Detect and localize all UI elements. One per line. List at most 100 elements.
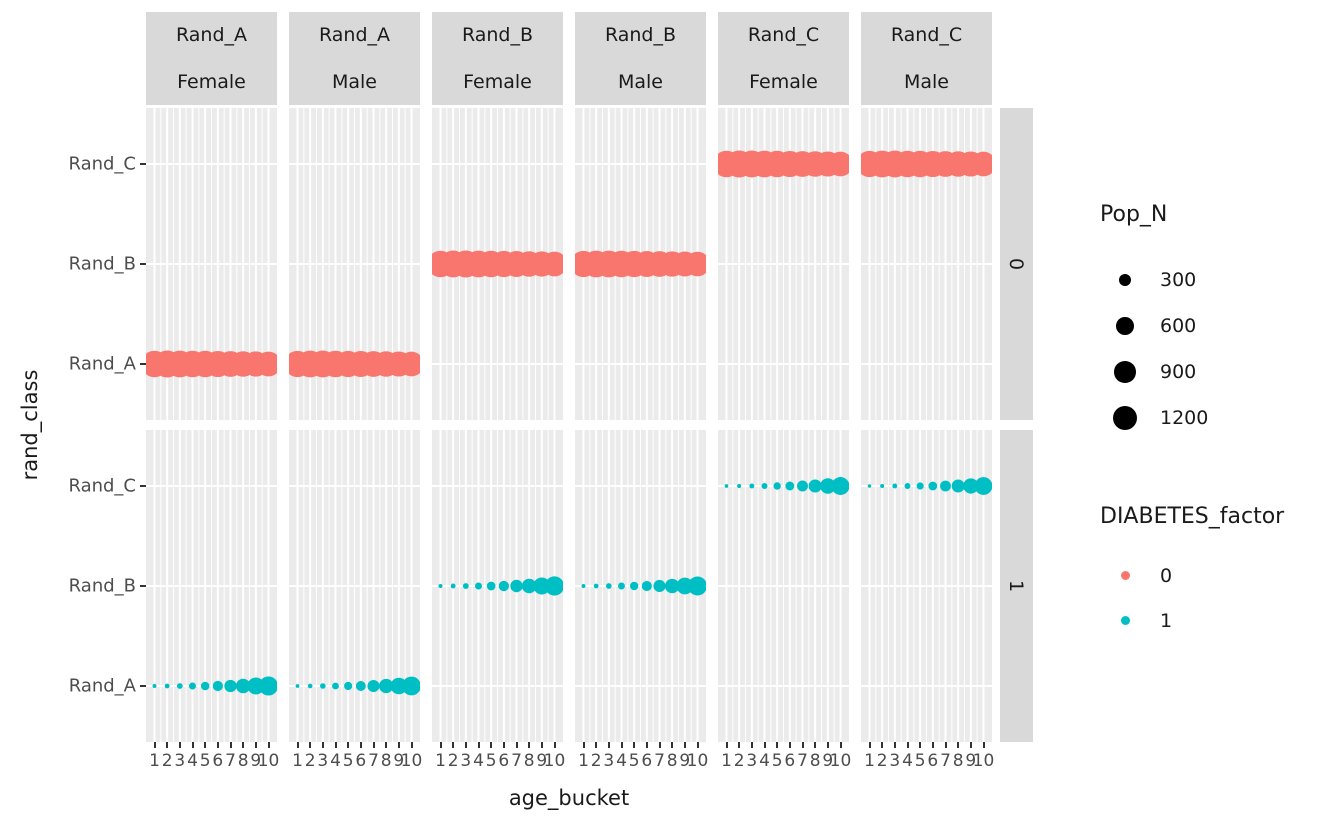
facet-strip-class-label: Rand_B <box>604 24 677 47</box>
x-axis-tick <box>296 742 299 748</box>
x-axis-tick <box>359 742 362 748</box>
x-tick-label: 10 <box>257 751 280 771</box>
x-axis-tick <box>582 742 585 748</box>
panel-canvas <box>146 430 277 742</box>
x-tick-label: 7 <box>368 751 379 771</box>
x-axis-tick <box>931 742 934 748</box>
x-axis-tick <box>347 742 350 748</box>
panel-canvas <box>575 430 706 742</box>
data-point <box>641 580 652 592</box>
data-point <box>940 480 951 492</box>
x-tick-label: 3 <box>460 751 472 771</box>
size-key-circle <box>1116 317 1134 335</box>
x-axis-tick <box>801 742 804 748</box>
x-axis-tick <box>309 742 312 748</box>
data-point <box>164 683 170 689</box>
x-axis-tick <box>439 742 442 748</box>
size-legend-title: Pop_N <box>1100 202 1168 227</box>
data-point <box>581 584 586 588</box>
data-point <box>928 481 938 491</box>
x-tick-label: 4 <box>616 751 627 771</box>
x-tick-label: 8 <box>523 751 535 771</box>
data-point <box>379 678 394 694</box>
data-point <box>307 683 313 689</box>
panel-canvas <box>289 108 420 420</box>
data-point <box>295 684 300 688</box>
data-point <box>542 251 563 277</box>
x-axis-tick <box>204 742 207 748</box>
x-tick-label: 2 <box>876 751 888 771</box>
x-tick-label: 5 <box>628 751 640 771</box>
x-tick-label: 10 <box>400 751 423 771</box>
x-axis-tick <box>372 742 375 748</box>
x-tick-label: 5 <box>771 751 783 771</box>
y-tick-label: Rand_B <box>68 253 136 275</box>
data-point <box>974 477 992 495</box>
x-axis-tick <box>540 742 543 748</box>
x-axis-tick <box>982 742 985 748</box>
data-point <box>332 682 339 690</box>
facet-panel <box>146 430 277 742</box>
data-point <box>629 581 639 591</box>
color-legend-value: 1 <box>1160 609 1173 632</box>
y-tick-label: Rand_A <box>68 675 136 697</box>
x-axis-tick <box>242 742 245 748</box>
y-tick-label: Rand_A <box>68 353 136 375</box>
y-axis-tick <box>140 163 146 165</box>
x-tick-label: 6 <box>355 751 367 771</box>
x-axis-tick <box>633 742 636 748</box>
y-axis-tick <box>140 685 146 687</box>
size-legend-entry: 600 <box>1100 303 1208 349</box>
data-point <box>737 483 742 489</box>
x-axis-title: age_bucket <box>508 786 630 810</box>
x-tick-label: 1 <box>149 751 160 771</box>
data-point <box>685 251 706 277</box>
x-axis-tick <box>502 742 505 748</box>
x-tick-label: 1 <box>578 751 589 771</box>
facet-col-strip: Rand_A Female <box>146 12 277 105</box>
x-tick-label: 1 <box>292 751 303 771</box>
data-point <box>462 583 469 589</box>
size-legend-entry: 900 <box>1100 349 1208 395</box>
data-point <box>235 678 251 694</box>
facet-panel <box>289 108 420 420</box>
x-axis-tick <box>410 742 413 748</box>
x-tick-label: 7 <box>797 751 808 771</box>
x-axis-tick <box>919 742 922 748</box>
facet-panel <box>861 430 992 742</box>
data-point <box>344 681 353 691</box>
data-point <box>176 683 183 689</box>
data-point <box>963 478 979 494</box>
x-tick-label: 7 <box>940 751 951 771</box>
data-point <box>664 578 680 594</box>
color-legend-entry: 0 <box>1100 553 1284 598</box>
x-tick-label: 5 <box>914 751 926 771</box>
x-axis-tick <box>645 742 648 748</box>
data-point <box>618 582 625 590</box>
size-legend-value: 900 <box>1160 361 1197 383</box>
x-tick-label: 8 <box>237 751 249 771</box>
facet-strip-class-label: Rand_A <box>318 24 391 47</box>
x-tick-label: 7 <box>225 751 236 771</box>
x-tick-label: 1 <box>864 751 875 771</box>
x-axis-tick <box>881 742 884 748</box>
x-tick-label: 3 <box>317 751 329 771</box>
data-point <box>951 479 965 493</box>
x-tick-label: 6 <box>641 751 653 771</box>
x-tick-label: 2 <box>590 751 602 771</box>
data-point <box>450 583 456 589</box>
x-tick-label: 7 <box>654 751 665 771</box>
data-point <box>498 580 509 592</box>
data-point <box>820 478 836 494</box>
x-tick-label: 4 <box>187 751 198 771</box>
panel-canvas <box>289 430 420 742</box>
x-axis-tick <box>839 742 842 748</box>
panel-canvas <box>861 108 992 420</box>
data-point <box>724 484 729 488</box>
x-tick-label: 6 <box>927 751 939 771</box>
x-tick-label: 8 <box>809 751 821 771</box>
facet-row-strip-label: 0 <box>1005 257 1028 271</box>
facet-col-strip: Rand_B Female <box>432 12 563 105</box>
facet-panel <box>432 108 563 420</box>
facet-strip-class-label: Rand_C <box>890 24 963 47</box>
